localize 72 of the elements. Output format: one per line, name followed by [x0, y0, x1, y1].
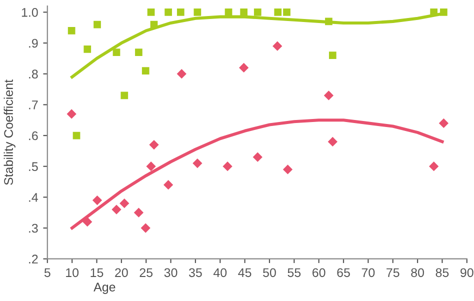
- point: [149, 140, 159, 150]
- y-tick-label: .2: [29, 254, 38, 264]
- point: [120, 198, 130, 208]
- x-tick-label: 80: [411, 268, 424, 278]
- x-tick-label: 35: [188, 268, 202, 278]
- point: [194, 8, 202, 16]
- x-tick-label: 45: [238, 268, 252, 278]
- point: [224, 8, 232, 16]
- point: [274, 8, 282, 16]
- x-tick-label: 60: [312, 268, 326, 278]
- point: [325, 18, 332, 26]
- x-tick-label: 55: [288, 268, 301, 278]
- point: [94, 20, 101, 28]
- x-tick-label: 65: [337, 268, 350, 278]
- x-tick-label: 20: [115, 268, 128, 278]
- y-tick-label: .8: [29, 70, 38, 79]
- point: [240, 8, 248, 16]
- x-tick-label: 90: [460, 268, 474, 278]
- y-axis-title: Stability Coefficient: [4, 79, 16, 185]
- point: [112, 48, 120, 56]
- point: [147, 8, 155, 16]
- x-tick-label: 15: [90, 268, 104, 278]
- point: [429, 162, 439, 172]
- point: [252, 152, 262, 162]
- point: [192, 158, 202, 168]
- y-tick-label: 1.0: [22, 8, 38, 17]
- point: [272, 41, 282, 51]
- y-tick-label: .4: [29, 193, 38, 202]
- point: [328, 52, 336, 60]
- y-tick-label: .7: [29, 100, 38, 110]
- point: [283, 8, 290, 16]
- point: [68, 27, 76, 34]
- y-tick-label: .5: [29, 162, 38, 172]
- point: [164, 180, 174, 190]
- x-tick-label: 10: [66, 268, 79, 278]
- point: [222, 162, 232, 172]
- point: [328, 136, 338, 146]
- point: [438, 118, 449, 128]
- x-tick-label: 5: [44, 268, 50, 278]
- x-axis-title: Age: [94, 282, 116, 294]
- point: [324, 90, 334, 100]
- point: [176, 69, 186, 79]
- point: [92, 195, 102, 206]
- y-tick-label: .6: [29, 131, 38, 140]
- x-tick-label: 70: [362, 268, 375, 278]
- point: [140, 223, 150, 233]
- point: [254, 8, 262, 16]
- point: [135, 48, 142, 56]
- point: [282, 164, 293, 174]
- y-tick-label: .9: [29, 38, 38, 48]
- point: [84, 46, 92, 53]
- point: [142, 67, 150, 74]
- point: [72, 132, 80, 140]
- x-tick-label: 25: [140, 268, 153, 278]
- x-tick-label: 75: [386, 268, 400, 278]
- line-series: [70, 118, 444, 230]
- point: [82, 217, 92, 227]
- point: [150, 20, 158, 28]
- point: [440, 8, 448, 16]
- point: [134, 208, 144, 218]
- x-tick-label: 50: [263, 268, 276, 278]
- point: [66, 109, 76, 119]
- x-tick-label: 85: [436, 268, 449, 278]
- point: [146, 162, 156, 172]
- x-tick-label: 30: [164, 268, 178, 278]
- x-tick-label: 40: [213, 268, 227, 278]
- y-tick-label: .3: [29, 224, 38, 233]
- point: [120, 92, 128, 100]
- point: [112, 204, 122, 214]
- point: [164, 8, 172, 16]
- point: [239, 62, 249, 72]
- point: [176, 8, 184, 16]
